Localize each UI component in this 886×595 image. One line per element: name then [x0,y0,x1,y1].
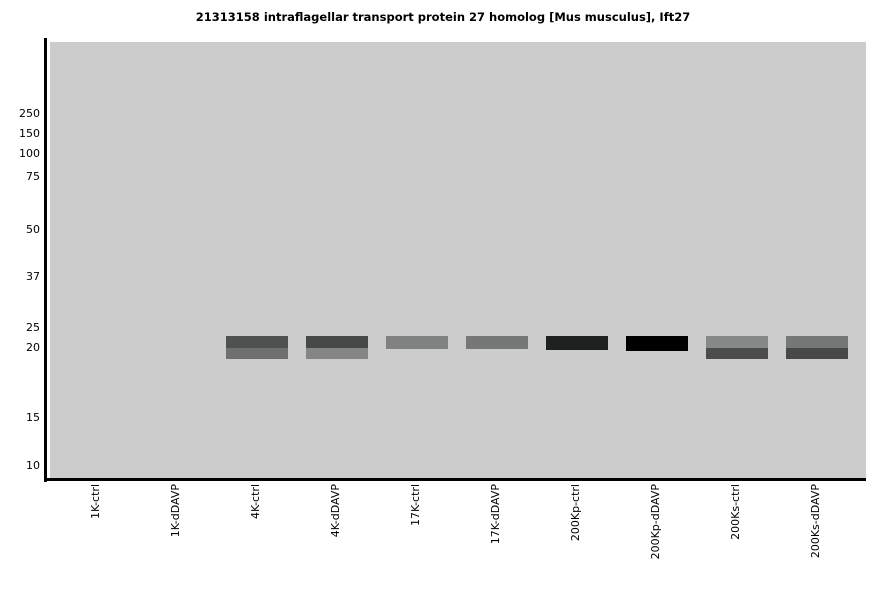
gel-band [226,348,288,359]
y-axis-tick-20: 20 [26,341,40,354]
gel-band [466,336,528,349]
gel-band [706,348,768,359]
gel-band [706,336,768,348]
x-axis-tick-label: 17K-dDAVP [489,484,502,545]
x-axis-tick-label: 200Kp-dDAVP [649,484,662,560]
y-axis-tick-50: 50 [26,223,40,236]
gel-band [546,336,608,350]
x-axis-tick-label: 1K-ctrl [89,484,102,519]
y-axis-tick-75: 75 [26,170,40,183]
gel-band [306,336,368,348]
x-axis-tick-label: 4K-dDAVP [329,484,342,538]
y-axis-tick-37: 37 [26,270,40,283]
x-axis-tick-4k-ddavp: 4K-dDAVP [329,484,345,589]
x-axis-line [44,478,866,481]
y-axis-tick-150: 150 [19,127,40,140]
x-axis-tick-17k-ddavp: 17K-dDAVP [489,484,505,589]
x-axis-tick-label: 200Ks-ctrl [729,484,742,540]
y-axis-tick-250: 250 [19,107,40,120]
gel-band [226,336,288,348]
x-axis-tick-label: 4K-ctrl [249,484,262,519]
x-axis-tick-17k-ctrl: 17K-ctrl [409,484,425,589]
y-axis-tick-25: 25 [26,321,40,334]
x-axis-tick-1k-ctrl: 1K-ctrl [89,484,105,589]
x-axis-tick-200ks-ctrl: 200Ks-ctrl [729,484,745,589]
y-axis-tick-15: 15 [26,411,40,424]
gel-band [626,336,688,351]
gel-band [786,348,848,359]
gel-plot-area [50,42,866,478]
x-axis-tick-200kp-ddavp: 200Kp-dDAVP [649,484,665,589]
x-axis-tick-1k-ddavp: 1K-dDAVP [169,484,185,589]
x-axis-tick-label: 17K-ctrl [409,484,422,526]
y-axis-line [44,38,47,482]
x-axis-tick-200ks-ddavp: 200Ks-dDAVP [809,484,825,589]
x-axis-tick-200kp-ctrl: 200Kp-ctrl [569,484,585,589]
chart-title: 21313158 intraflagellar transport protei… [195,10,691,24]
x-axis-tick-label: 200Ks-dDAVP [809,484,822,559]
y-axis-tick-10: 10 [26,459,40,472]
gel-band [786,336,848,348]
x-axis-tick-4k-ctrl: 4K-ctrl [249,484,265,589]
gel-band [386,336,448,349]
y-axis-tick-100: 100 [19,147,40,160]
x-axis-tick-label: 1K-dDAVP [169,484,182,538]
x-axis-tick-label: 200Kp-ctrl [569,484,582,542]
gel-band [306,348,368,359]
